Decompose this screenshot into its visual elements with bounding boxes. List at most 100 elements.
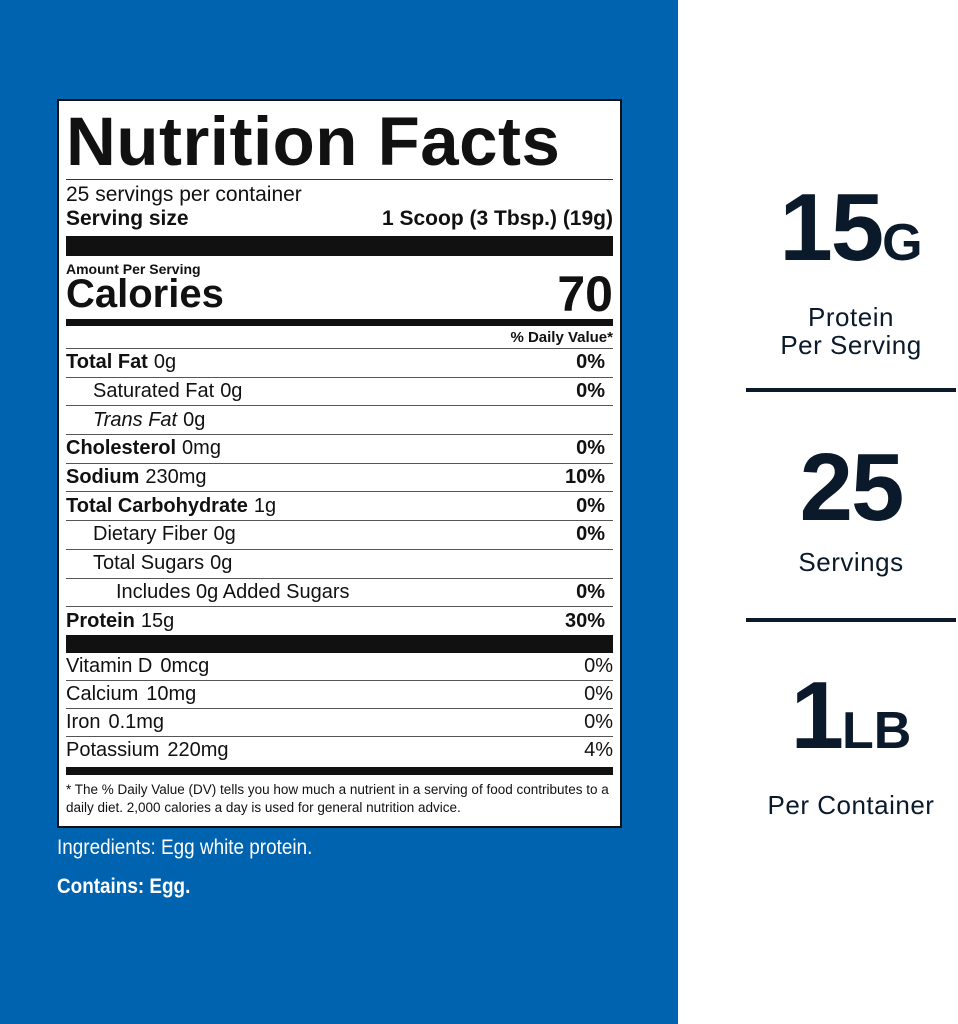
nutrient-row: Dietary Fiber 0g 0% [66, 520, 613, 549]
calories: 70 [557, 266, 613, 322]
rule [66, 179, 613, 180]
vitamin-dv: 0% [584, 711, 613, 734]
dv-header: % Daily Value* [510, 329, 613, 346]
nutrient-amount: 0g [213, 523, 236, 546]
vitamin-name: Vitamin D [66, 655, 153, 678]
nutrient: Saturated Fat 0g [66, 380, 242, 403]
highlight-number: 25 [799, 434, 905, 541]
highlight: 15G Protein Per Serving [746, 180, 956, 360]
nutrient-amount: 230mg [145, 466, 207, 489]
nutrient-name: Total Sugars [93, 552, 205, 575]
vitamin-amount: 0.1mg [108, 711, 165, 734]
vitamin-list: Vitamin D 0mcg 0% Calcium 10mg 0% Iron 0.1mg 0% P… [66, 653, 613, 764]
nutrient: Total Sugars 0g [66, 552, 232, 575]
contains-text: Egg. [149, 875, 191, 898]
vitamin-amount: 10mg [146, 683, 197, 706]
vitamin-amount: 220mg [167, 739, 229, 762]
thick-bar [66, 635, 613, 654]
nutrient-row: Total Carbohydrate 1g 0% [66, 491, 613, 520]
nutrient-row: Total Fat 0g 0% [66, 348, 613, 377]
nutrient: Includes 0g Added Sugars [66, 581, 356, 604]
highlight-caption: Per Container [767, 790, 935, 820]
vitamin: Vitamin D 0mcg [66, 655, 209, 678]
highlight-caption: Protein [808, 302, 894, 332]
ingredients: Ingredients: Egg white protein. [57, 836, 312, 860]
highlight: 1LB Per Container [746, 668, 956, 820]
highlight-number: 1 [790, 662, 844, 769]
ingredients-label: Ingredients: [57, 836, 156, 859]
nutrient-dv: 10% [564, 466, 605, 489]
nutrient-name: Sodium [66, 466, 140, 489]
nutrient-dv: 0% [576, 437, 605, 460]
vitamin-amount: 0mcg [160, 655, 210, 678]
vitamin-dv: 0% [584, 655, 613, 678]
serving-size-row: Serving size 1 Scoop (3 Tbsp.) (19g) [66, 207, 613, 231]
nutrient-row: Includes 0g Added Sugars 0% [66, 577, 613, 607]
thick-bar [66, 767, 613, 776]
nutrient-row: Sodium 230mg 10% [66, 462, 613, 492]
servings: 25 servings per container [66, 183, 302, 206]
nutrient-name: Total Fat [66, 351, 148, 374]
nutrition-label: Nutrition Facts 25 servings per containe… [57, 99, 622, 828]
amount-per-serving: Amount Per Serving [66, 261, 201, 277]
highlight-unit: LB [842, 702, 912, 760]
highlight-value: 1LB [746, 668, 956, 779]
nutrient-amount: 0g [210, 552, 233, 575]
highlight: 25 Servings [746, 440, 956, 577]
nutrient-dv: 0% [576, 380, 605, 403]
thick-bar [66, 236, 613, 256]
nutrient: Protein 15g [66, 610, 174, 633]
vitamin-dv: 0% [584, 683, 613, 706]
highlight-value: 25 [746, 440, 956, 536]
ingredients-text: Egg white protein. [161, 836, 313, 859]
nutrient-amount: 0mg [182, 437, 221, 460]
nutrient-row: Cholesterol 0mg 0% [66, 434, 613, 463]
nutrient-name: Protein [66, 609, 135, 632]
nutrient: Dietary Fiber 0g [66, 523, 236, 546]
vitamin-row: Calcium 10mg 0% [66, 680, 613, 708]
highlight-caption: Servings [798, 547, 904, 577]
nutrient-dv: 0% [576, 523, 605, 546]
nutrient-dv: 30% [564, 609, 605, 632]
calories-row: Calories 70 [66, 266, 613, 322]
divider [746, 388, 956, 392]
label-title: Nutrition Facts [66, 103, 561, 180]
nutrient-dv: 0% [576, 351, 605, 374]
vitamin-name: Iron [66, 711, 101, 734]
footnote: * The % Daily Value (DV) tells you how m… [66, 782, 609, 816]
nutrient-name: Dietary Fiber [93, 523, 208, 546]
vitamin-row: Potassium 220mg 4% [66, 736, 613, 764]
nutrient: Trans Fat 0g [66, 409, 205, 432]
nutrient: Sodium 230mg [66, 466, 207, 489]
vitamin-row: Vitamin D 0mcg 0% [66, 653, 613, 680]
vitamin: Calcium 10mg [66, 683, 196, 706]
nutrient-amount: 0g [153, 351, 177, 374]
serving-size: 1 Scoop (3 Tbsp.) (19g) [381, 207, 613, 230]
calories-label: Calories [66, 271, 224, 316]
nutrient: Cholesterol 0mg [66, 437, 221, 460]
nutrient-name: Cholesterol [66, 437, 177, 460]
vitamin-name: Calcium [66, 683, 139, 706]
nutrient-name: Saturated Fat [93, 380, 215, 403]
nutrient-amount: 1g [253, 494, 277, 517]
nutrient-row: Protein 15g 30% [66, 606, 613, 635]
nutrient-row: Total Sugars 0g [66, 548, 613, 578]
nutrient-list: Total Fat 0g 0% Saturated Fat 0g 0% Trans Fat 0… [66, 348, 613, 635]
nutrient-dv: 0% [576, 580, 605, 603]
nutrient: Total Fat 0g [66, 351, 176, 374]
vitamin: Iron 0.1mg [66, 711, 164, 734]
vitamin-row: Iron 0.1mg 0% [66, 708, 613, 736]
highlight-unit: G [882, 214, 923, 272]
nutrient-dv: 0% [576, 494, 605, 517]
nutrient-row: Saturated Fat 0g 0% [66, 376, 613, 406]
vitamin-dv: 4% [584, 739, 613, 762]
serving-size-label: Serving size [66, 207, 189, 230]
highlight-value: 15G [746, 180, 956, 291]
nutrient-name: Trans Fat [93, 408, 178, 431]
contains-label: Contains: [57, 875, 145, 898]
divider [746, 618, 956, 622]
nutrient: Total Carbohydrate 1g [66, 495, 276, 518]
vitamin: Potassium 220mg [66, 739, 229, 762]
nutrient-row: Trans Fat 0g [66, 405, 613, 434]
